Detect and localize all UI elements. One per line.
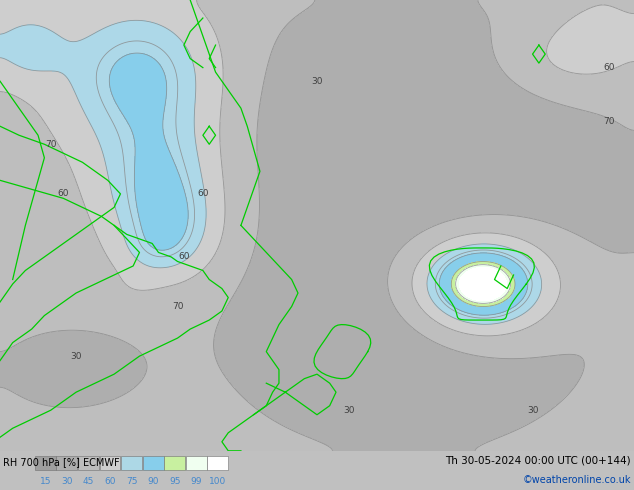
Text: 100: 100 bbox=[209, 477, 226, 486]
Bar bbox=[121, 456, 142, 470]
Text: 70: 70 bbox=[603, 117, 614, 126]
Text: 30: 30 bbox=[343, 406, 354, 415]
Bar bbox=[78, 456, 99, 470]
Text: 70: 70 bbox=[45, 140, 56, 149]
Text: 60: 60 bbox=[178, 252, 190, 262]
Text: ©weatheronline.co.uk: ©weatheronline.co.uk bbox=[522, 475, 631, 485]
Bar bbox=[207, 456, 228, 470]
Text: 60: 60 bbox=[197, 189, 209, 198]
Bar bbox=[164, 456, 185, 470]
Text: RH 700 hPa [%] ECMWF: RH 700 hPa [%] ECMWF bbox=[3, 457, 120, 467]
Bar bbox=[56, 456, 77, 470]
Text: 90: 90 bbox=[147, 477, 159, 486]
Bar bbox=[186, 456, 207, 470]
Text: 60: 60 bbox=[603, 63, 614, 72]
Text: 15: 15 bbox=[39, 477, 51, 486]
Text: 30: 30 bbox=[527, 406, 538, 415]
Text: 60: 60 bbox=[58, 189, 69, 198]
Bar bbox=[100, 456, 120, 470]
Text: Th 30-05-2024 00:00 UTC (00+144): Th 30-05-2024 00:00 UTC (00+144) bbox=[445, 456, 631, 466]
Bar bbox=[35, 456, 56, 470]
Text: 30: 30 bbox=[311, 76, 323, 86]
Text: 99: 99 bbox=[190, 477, 202, 486]
Text: 45: 45 bbox=[83, 477, 94, 486]
Text: 95: 95 bbox=[169, 477, 181, 486]
Text: 30: 30 bbox=[70, 352, 82, 361]
Bar bbox=[143, 456, 164, 470]
Text: 30: 30 bbox=[61, 477, 73, 486]
Text: 60: 60 bbox=[104, 477, 116, 486]
Text: 75: 75 bbox=[126, 477, 138, 486]
Text: 70: 70 bbox=[172, 302, 183, 311]
